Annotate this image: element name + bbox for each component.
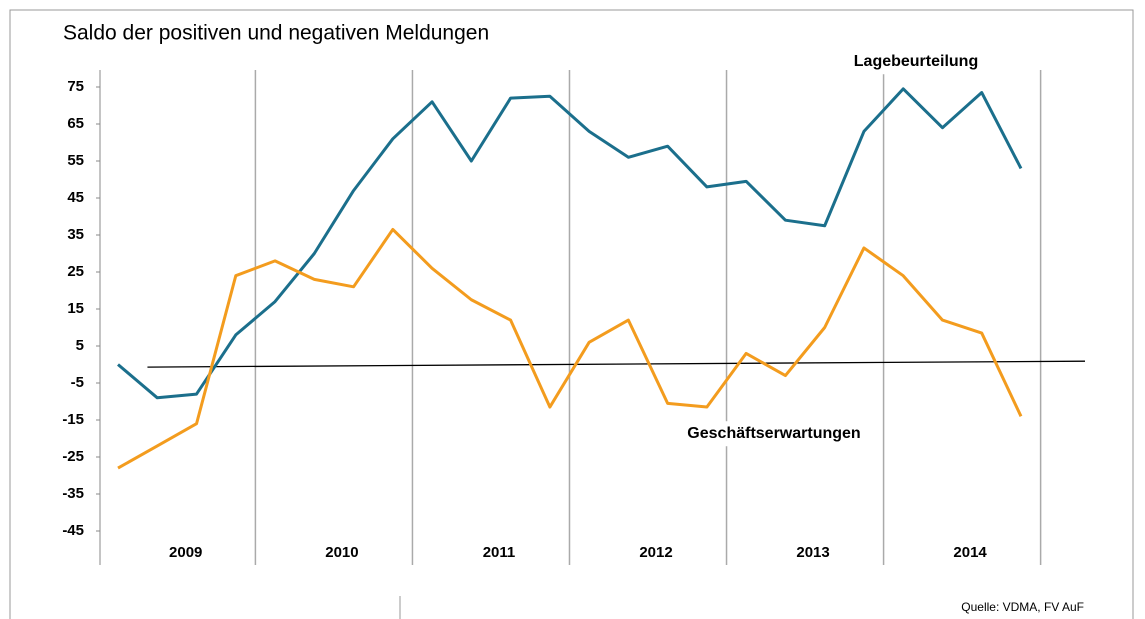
legend-label-bg [679, 421, 869, 447]
legend-label-bg [845, 49, 987, 75]
y-tick-label: -25 [62, 448, 84, 465]
y-tick-label: 25 [67, 263, 84, 280]
x-group-label: 2009 [169, 544, 202, 561]
y-tick-label: 65 [67, 115, 84, 132]
y-tick-label: 75 [67, 78, 84, 95]
y-tick-label: -35 [62, 485, 84, 502]
x-group-label: 2010 [325, 544, 358, 561]
y-tick-label: 55 [67, 152, 84, 169]
frame [9, 9, 1134, 619]
y-tick-label: 5 [76, 337, 84, 354]
x-group-label: 2011 [483, 544, 516, 561]
x-group-label: 2013 [796, 544, 829, 561]
x-group-label: 2012 [639, 544, 672, 561]
y-tick-label: 15 [67, 300, 84, 317]
x-group-label: 2014 [953, 544, 987, 561]
y-tick-label: -45 [62, 522, 84, 539]
series-line [117, 227, 1023, 470]
y-tick-label: -5 [71, 374, 84, 391]
y-tick-label: 35 [67, 226, 84, 243]
source: Quelle: VDMA, FV AuF [961, 600, 1084, 614]
baseline [147, 360, 1086, 368]
chart-title: Saldo der positiven und negativen Meldun… [63, 22, 489, 45]
legend-label: Geschäftserwartungen [687, 425, 860, 442]
series-line [117, 87, 1023, 400]
legend-label: Lagebeurteilung [854, 53, 978, 70]
y-tick-label: -15 [62, 411, 84, 428]
y-tick-label: 45 [67, 189, 84, 206]
